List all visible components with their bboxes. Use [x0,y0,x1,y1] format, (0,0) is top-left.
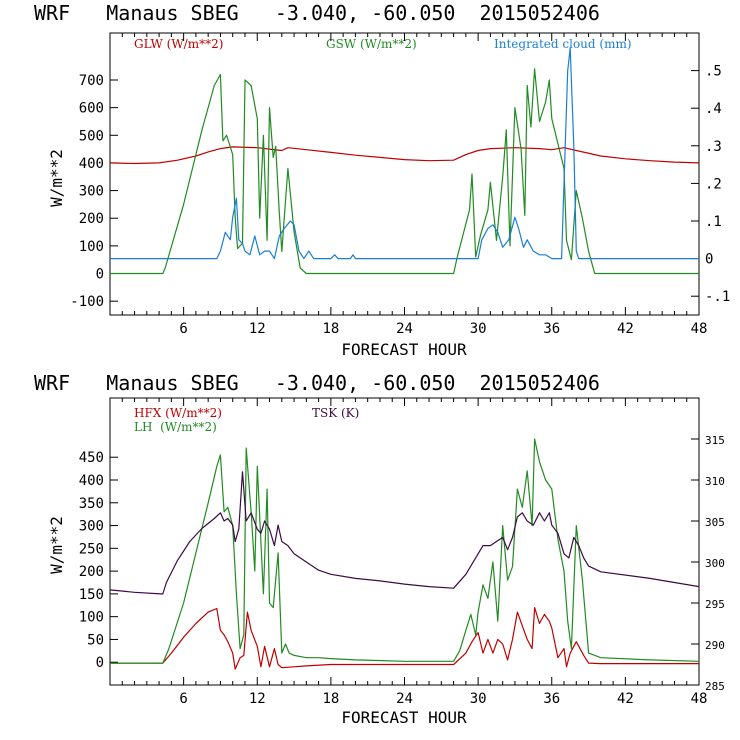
y2-tick-label: 0 [705,252,713,268]
y-tick-label: 400 [79,156,104,172]
x-tick-label: 12 [249,321,266,337]
series-line-green [110,438,700,664]
y2-tick-label: 300 [705,557,725,570]
x-tick-label: 12 [249,691,266,707]
top-x-axis-label: FORECAST HOUR [341,340,467,359]
bottom-chart-title: WRF Manaus SBEG -3.040, -60.050 20150524… [34,371,600,395]
y2-tick-label: .2 [705,176,722,192]
x-tick-label: 36 [543,691,560,707]
x-tick-label: 48 [691,321,708,337]
top-plot-frame [109,32,700,316]
top-legend-gsw: GSW (W/m**2) [326,37,417,51]
y2-tick-label: -.1 [705,289,730,305]
top-ticks: 6 12 18 24 30 36 42 48 -100 0 100 200 300 400 500 600 70… [70,33,730,337]
bottom-x-axis-label: FORECAST HOUR [341,708,467,727]
y2-tick-label: 295 [705,598,725,611]
y-tick-label: 100 [79,239,104,255]
x-tick-label: 42 [617,321,634,337]
bottom-series [109,438,700,670]
y2-tick-label: 290 [705,639,725,652]
top-chart: WRF Manaus SBEG -3.040, -60.050 20150524… [34,1,730,359]
top-legend-cloud: Integrated cloud (mm) [494,37,632,51]
series-line-red [110,606,699,670]
x-tick-label: 42 [617,691,634,707]
y-tick-label: 0 [96,655,104,671]
x-tick-label: 18 [322,321,339,337]
bottom-y-axis-label: W/m**2 [47,516,66,574]
series-line-red [109,146,700,165]
bottom-chart: WRF Manaus SBEG -3.040, -60.050 20150524… [34,371,725,727]
top-legend-glw: GLW (W/m**2) [134,37,223,51]
y-tick-label: -100 [70,294,104,310]
series-line-green [110,68,699,275]
y2-tick-label: 310 [705,475,725,488]
x-tick-label: 48 [691,691,708,707]
y2-tick-label: .1 [705,214,722,230]
y-tick-label: 150 [79,587,104,603]
x-tick-label: 36 [543,321,560,337]
y-tick-label: 50 [87,632,104,648]
y-tick-label: 200 [79,564,104,580]
x-tick-label: 24 [396,321,413,337]
top-y-axis-label: W/m**2 [47,149,66,207]
series-line-purple [109,471,700,595]
series-line-blue [110,47,699,260]
y2-tick-label: 285 [705,680,725,693]
y2-tick-label: .5 [705,64,722,80]
bottom-legend-tsk: TSK (K) [312,406,359,420]
x-tick-label: 24 [396,691,413,707]
y-tick-label: 600 [79,101,104,117]
bottom-ticks: 6 12 18 24 30 36 42 48 0 50 100 150 200 250 300 350 400 4… [79,398,725,707]
y2-tick-label: 305 [705,516,725,529]
top-chart-title: WRF Manaus SBEG -3.040, -60.050 20150524… [34,1,600,25]
y2-tick-label: .4 [705,101,722,117]
y2-tick-label: .3 [705,139,722,155]
y-tick-label: 0 [96,267,104,283]
y-tick-label: 400 [79,473,104,489]
top-series [109,47,700,275]
y-tick-label: 300 [79,519,104,535]
y-tick-label: 450 [79,450,104,466]
y-tick-label: 200 [79,211,104,227]
y-tick-label: 350 [79,496,104,512]
x-tick-label: 18 [322,691,339,707]
y-tick-label: 500 [79,128,104,144]
bottom-legend-hfx: HFX (W/m**2) [134,406,222,420]
x-tick-label: 6 [179,691,187,707]
x-tick-label: 30 [470,321,487,337]
y-tick-label: 300 [79,184,104,200]
y-tick-label: 100 [79,610,104,626]
y2-tick-label: 315 [705,434,725,447]
y-tick-label: 250 [79,541,104,557]
x-tick-label: 30 [470,691,487,707]
x-tick-label: 6 [179,321,187,337]
y-tick-label: 700 [79,73,104,89]
bottom-legend-lh: LH (W/m**2) [134,420,217,434]
